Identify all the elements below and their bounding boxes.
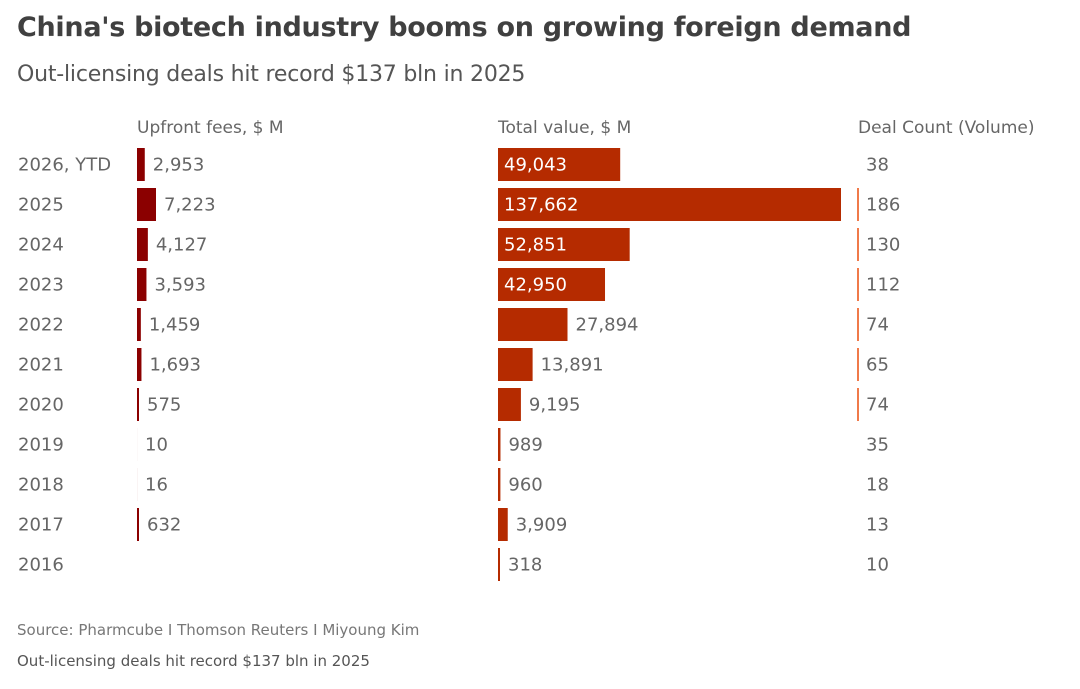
upfront-value-label: 16: [145, 475, 168, 496]
upfront-bar: [137, 388, 139, 421]
upfront-value-label: 4,127: [156, 235, 208, 256]
total-bar: [498, 428, 501, 461]
total-value-label: 960: [508, 475, 542, 496]
total-bar: [498, 468, 501, 501]
upfront-bar: [137, 508, 139, 541]
upfront-value-label: 3,593: [154, 275, 206, 296]
total-value-label: 3,909: [516, 515, 568, 536]
deal-count-bar: [857, 188, 859, 221]
category-label: 2022: [18, 315, 64, 336]
category-label: 2023: [18, 275, 64, 296]
total-value-label: 9,195: [529, 395, 581, 416]
column-header-deal-count: Deal Count (Volume): [858, 118, 1035, 138]
total-value-label: 52,851: [504, 235, 567, 256]
total-value-label: 137,662: [504, 195, 578, 216]
category-label: 2016: [18, 555, 64, 576]
upfront-value-label: 1,459: [149, 315, 201, 336]
total-value-label: 27,894: [576, 315, 639, 336]
chart-title: China's biotech industry booms on growin…: [17, 12, 912, 43]
deal-count-value-label: 130: [866, 235, 900, 256]
column-header-total-value: Total value, $ M: [498, 118, 632, 138]
upfront-value-label: 632: [147, 515, 181, 536]
upfront-bar: [137, 268, 147, 301]
total-bar: [498, 188, 841, 221]
column-header-upfront-fees: Upfront fees, $ M: [137, 118, 284, 138]
deal-count-bar: [857, 388, 859, 421]
total-value-label: 989: [508, 435, 542, 456]
source-note: Source: Pharmcube I Thomson Reuters I Mi…: [17, 621, 420, 639]
deal-count-bar: [857, 348, 859, 381]
deal-count-value-label: 65: [866, 355, 889, 376]
total-bar: [498, 228, 630, 261]
total-bar: [498, 308, 568, 341]
upfront-value-label: 575: [147, 395, 181, 416]
deal-count-value-label: 38: [866, 155, 889, 176]
deal-count-value-label: 10: [866, 555, 889, 576]
upfront-value-label: 10: [145, 435, 168, 456]
total-bar: [498, 388, 521, 421]
deal-count-value-label: 18: [866, 475, 889, 496]
deal-count-bar: [857, 268, 859, 301]
upfront-bar: [137, 228, 148, 261]
category-label: 2024: [18, 235, 64, 256]
deal-count-bar: [857, 308, 859, 341]
category-label: 2025: [18, 195, 64, 216]
upfront-value-label: 2,953: [153, 155, 205, 176]
category-label: 2017: [18, 515, 64, 536]
deal-count-value-label: 186: [866, 195, 900, 216]
total-bar: [498, 508, 508, 541]
upfront-bar: [137, 148, 145, 181]
total-value-label: 318: [508, 555, 542, 576]
deal-count-value-label: 35: [866, 435, 889, 456]
total-bar: [498, 348, 533, 381]
category-label: 2021: [18, 355, 64, 376]
upfront-bar: [137, 308, 141, 341]
deal-count-value-label: 74: [866, 315, 889, 336]
total-value-label: 13,891: [541, 355, 604, 376]
upfront-bar: [137, 348, 142, 381]
upfront-value-label: 1,693: [149, 355, 201, 376]
total-bar: [498, 268, 606, 301]
category-label: 2018: [18, 475, 64, 496]
upfront-value-label: 7,223: [164, 195, 216, 216]
deal-count-value-label: 112: [866, 275, 900, 296]
category-label: 2020: [18, 395, 64, 416]
total-value-label: 42,950: [504, 275, 567, 296]
upfront-bar: [137, 188, 156, 221]
deal-count-bar: [857, 228, 859, 261]
total-bar: [498, 148, 621, 181]
category-label: 2026, YTD: [18, 155, 111, 176]
deal-count-value-label: 74: [866, 395, 889, 416]
category-label: 2019: [18, 435, 64, 456]
total-bar: [498, 548, 500, 581]
deal-count-value-label: 13: [866, 515, 889, 536]
chart-subtitle: Out-licensing deals hit record $137 bln …: [17, 62, 526, 87]
footer-caption: Out-licensing deals hit record $137 bln …: [17, 652, 370, 670]
total-value-label: 49,043: [504, 155, 567, 176]
